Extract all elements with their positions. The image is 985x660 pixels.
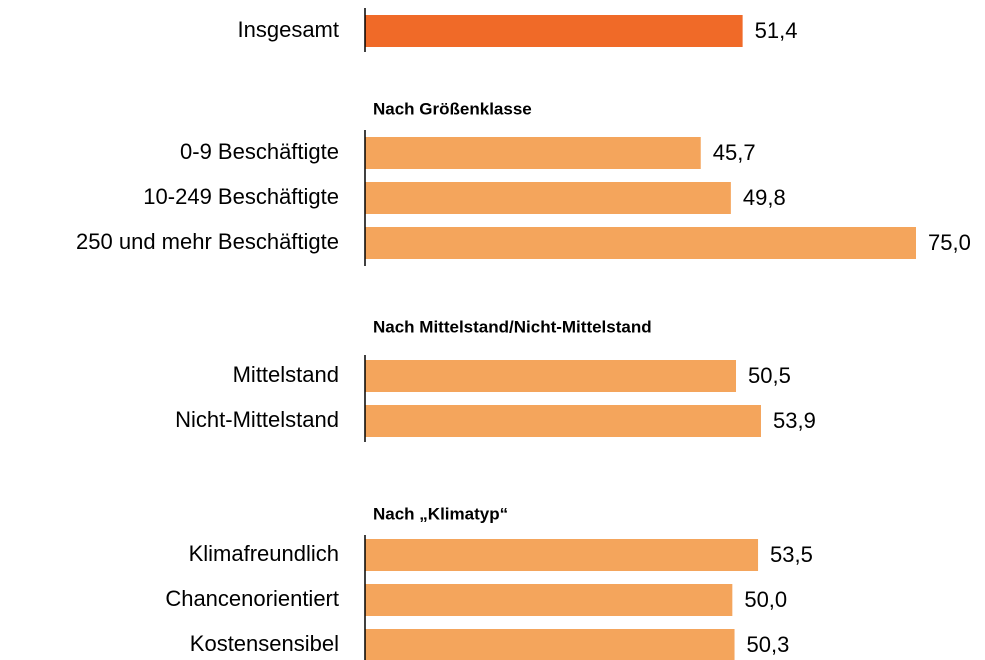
category-label: 0-9 Beschäftigte (180, 139, 339, 164)
bar (365, 227, 916, 259)
value-label: 49,8 (743, 185, 786, 210)
group-heading: Nach Größenklasse (373, 99, 532, 118)
category-label: Chancenorientiert (165, 586, 339, 611)
category-label: Klimafreundlich (189, 541, 339, 566)
bar (365, 360, 737, 392)
category-label: Nicht-Mittelstand (175, 407, 339, 432)
value-label: 50,0 (744, 587, 787, 612)
bar (365, 584, 733, 616)
value-label: 75,0 (928, 230, 971, 255)
category-label: 250 und mehr Beschäftigte (76, 229, 339, 254)
value-label: 50,5 (748, 363, 791, 388)
bar (365, 15, 743, 47)
category-label: Insgesamt (238, 17, 340, 42)
group-heading: Nach Mittelstand/Nicht-Mittelstand (373, 317, 652, 336)
bar (365, 629, 735, 660)
value-label: 53,5 (770, 542, 813, 567)
bar (365, 539, 759, 571)
value-label: 45,7 (713, 140, 756, 165)
value-label: 50,3 (747, 632, 790, 657)
category-label: Mittelstand (233, 362, 339, 387)
value-label: 51,4 (755, 18, 798, 43)
category-label: Kostensensibel (190, 631, 339, 656)
bar (365, 405, 761, 437)
category-label: 10-249 Beschäftigte (143, 184, 339, 209)
bar (365, 182, 731, 214)
group-heading: Nach „Klimatyp“ (373, 504, 508, 523)
bar (365, 137, 701, 169)
value-label: 53,9 (773, 408, 816, 433)
